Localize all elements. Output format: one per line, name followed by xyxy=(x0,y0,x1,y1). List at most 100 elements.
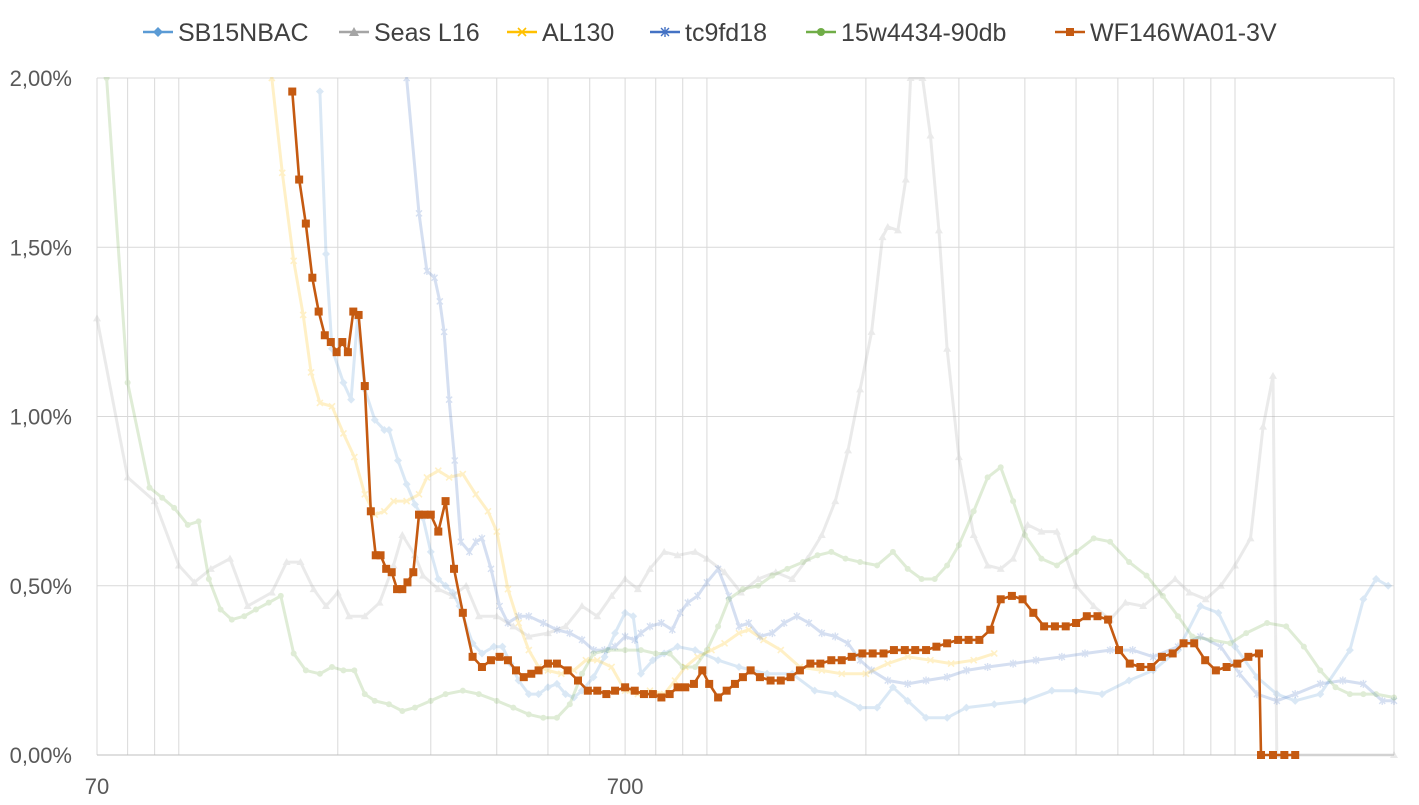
data-point xyxy=(1007,591,1016,600)
data-point xyxy=(1339,676,1347,685)
data-point xyxy=(593,612,602,620)
data-point xyxy=(611,642,619,651)
data-point xyxy=(1139,602,1148,610)
data-point xyxy=(932,642,941,651)
data-point xyxy=(873,703,882,712)
data-point xyxy=(544,666,552,674)
data-point xyxy=(290,650,297,657)
data-point xyxy=(1345,646,1354,655)
data-point xyxy=(621,608,630,617)
data-point xyxy=(943,713,952,722)
data-point xyxy=(309,585,318,593)
data-point xyxy=(1089,602,1098,610)
data-point xyxy=(714,564,722,573)
data-point xyxy=(691,547,700,555)
data-point xyxy=(984,474,991,481)
data-point xyxy=(561,690,570,699)
series-line xyxy=(405,77,1394,703)
data-point xyxy=(922,713,931,722)
data-point xyxy=(1023,520,1032,528)
data-point xyxy=(703,647,710,654)
data-point xyxy=(475,691,482,698)
legend-label: 15w4434-90db xyxy=(841,19,1006,47)
data-point xyxy=(1098,690,1107,699)
data-point xyxy=(679,663,686,670)
data-point xyxy=(818,666,826,674)
data-point xyxy=(1157,652,1166,661)
data-point xyxy=(805,618,813,627)
data-point xyxy=(1384,581,1393,590)
data-point xyxy=(1179,639,1188,648)
data-point xyxy=(1010,498,1017,505)
data-point xyxy=(722,686,731,695)
data-point xyxy=(816,659,825,668)
data-point xyxy=(637,629,645,638)
data-point xyxy=(343,348,352,357)
data-point xyxy=(990,700,999,709)
data-point xyxy=(803,554,812,562)
data-point xyxy=(786,673,795,682)
data-point xyxy=(799,559,806,566)
data-point xyxy=(1346,691,1353,698)
legend-marker xyxy=(153,27,163,37)
data-point xyxy=(492,612,501,620)
data-point xyxy=(534,690,543,699)
data-point xyxy=(1021,531,1028,538)
data-point xyxy=(1125,676,1134,685)
data-point xyxy=(645,564,654,572)
data-point xyxy=(715,623,722,630)
data-point xyxy=(1107,538,1114,545)
data-point xyxy=(681,683,690,692)
data-point xyxy=(543,659,552,668)
data-point xyxy=(657,618,665,627)
data-point xyxy=(904,653,912,661)
data-point xyxy=(380,507,388,515)
data-point xyxy=(1291,696,1300,705)
data-point xyxy=(889,548,896,555)
data-point xyxy=(338,338,347,347)
data-point xyxy=(734,662,743,671)
data-point xyxy=(458,608,467,617)
data-point xyxy=(901,175,910,183)
data-point xyxy=(867,327,876,335)
data-point xyxy=(1207,636,1214,643)
data-point xyxy=(652,650,659,657)
data-point xyxy=(1283,623,1290,630)
data-point xyxy=(411,704,418,711)
data-point xyxy=(316,670,323,677)
series-line xyxy=(105,77,1395,720)
data-point xyxy=(944,562,951,569)
data-point xyxy=(322,250,331,259)
data-point xyxy=(922,676,930,685)
data-point xyxy=(771,568,780,576)
data-point xyxy=(573,676,582,685)
data-point xyxy=(415,209,423,218)
data-point xyxy=(307,368,315,377)
data-point xyxy=(1214,608,1223,617)
data-point xyxy=(1020,696,1029,705)
data-point xyxy=(315,87,324,96)
data-point xyxy=(746,666,755,675)
data-point xyxy=(441,581,450,590)
data-point xyxy=(817,530,826,538)
data-point xyxy=(943,344,952,352)
data-point xyxy=(868,666,876,675)
data-point xyxy=(1081,649,1089,658)
data-point xyxy=(975,635,984,644)
data-point xyxy=(344,612,353,620)
data-point xyxy=(299,311,307,319)
data-point xyxy=(629,612,638,621)
data-point xyxy=(328,402,336,410)
data-point xyxy=(387,568,396,577)
data-point xyxy=(1216,581,1225,589)
data-point xyxy=(349,307,358,316)
y-tick-label: 0,00% xyxy=(10,743,72,768)
data-point xyxy=(668,625,676,634)
data-point xyxy=(621,632,629,641)
data-point xyxy=(1073,548,1080,555)
data-point xyxy=(1243,630,1250,637)
data-point xyxy=(633,585,642,593)
data-point xyxy=(1171,574,1180,582)
data-point xyxy=(1272,690,1281,699)
data-point xyxy=(419,571,428,579)
